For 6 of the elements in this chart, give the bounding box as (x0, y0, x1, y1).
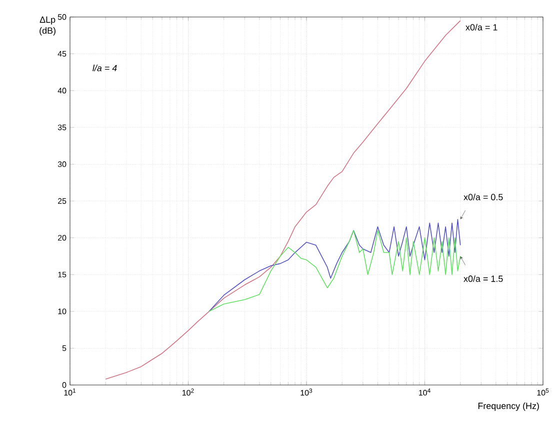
series-label: x0/a = 1 (466, 24, 498, 30)
y-axis-title: ΔLp (dB) (40, 16, 56, 36)
annotation: l/a = 4 (92, 64, 117, 72)
series-label: x0/a = 1.5 (464, 275, 503, 282)
text: x0/a = 0.5 (464, 194, 503, 200)
x-axis-title: Frequency (Hz) (478, 402, 539, 411)
